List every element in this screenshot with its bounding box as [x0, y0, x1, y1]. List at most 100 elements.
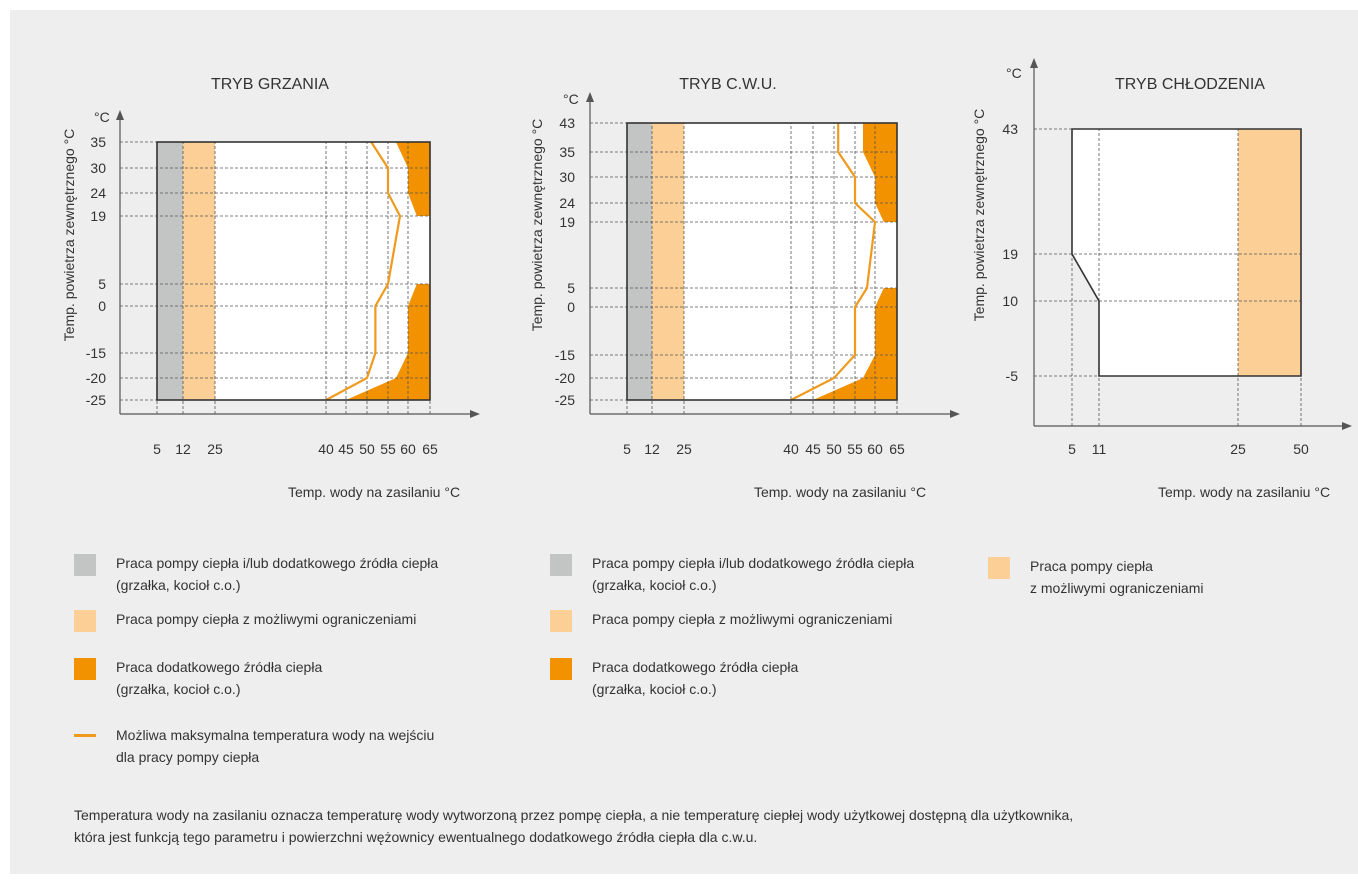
x-tick-label-60: 60 — [400, 441, 416, 457]
x-tick-label-50: 50 — [1293, 441, 1309, 457]
y-tick-label--20: -20 — [86, 370, 106, 386]
footnote-line-1: Temperatura wody na zasilaniu oznacza te… — [74, 807, 1074, 823]
envelope-outline — [1071, 128, 1302, 377]
footnote: Temperatura wody na zasilaniu oznacza te… — [74, 804, 1324, 848]
region-light_orange-0 — [1238, 129, 1301, 376]
x-tick-label-12: 12 — [644, 441, 660, 457]
legend-text: Praca pompy ciepła z możliwymi ogranicze… — [116, 608, 416, 630]
region-orange-3 — [813, 288, 897, 400]
x-tick-label-12: 12 — [175, 441, 191, 457]
x-tick-label-45: 45 — [805, 441, 821, 457]
legend-text-line: Praca pompy ciepła z możliwymi ogranicze… — [116, 611, 417, 627]
legend-color-swatch — [74, 658, 96, 680]
legend-text: Praca pompy ciepła i/lub dodatkowego źró… — [592, 552, 914, 596]
x-tick-label-55: 55 — [380, 441, 396, 457]
x-tick-label-5: 5 — [153, 441, 161, 457]
y-tick-label-0: 0 — [98, 298, 106, 314]
y-tick-label-10: 10 — [1002, 293, 1018, 309]
y-tick-label-5: 5 — [98, 276, 106, 292]
legend-item-light_orange: Praca pompy ciepła z możliwymi ogranicze… — [74, 608, 494, 634]
y-axis-label: Temp. powietrza zewnętrznego °C — [529, 119, 545, 332]
legend-item-orange: Praca dodatkowego źródła ciepła (grzałka,… — [74, 656, 494, 704]
x-axis-label: Temp. wody na zasilaniu °C — [754, 484, 926, 500]
x-tick-label-55: 55 — [847, 441, 863, 457]
y-unit-label: °C — [94, 109, 110, 125]
legend-item-grey: Praca pompy ciepła i/lub dodatkowego źró… — [74, 552, 494, 600]
y-tick-label--20: -20 — [555, 370, 575, 386]
legend-text: Praca dodatkowego źródła ciepła (grzałka,… — [592, 656, 798, 700]
y-axis-arrow — [586, 92, 594, 102]
legend-text-line: Praca pompy ciepła z możliwymi ogranicze… — [592, 611, 893, 627]
legend-text-line: Praca pompy ciepła i/lub dodatkowego źró… — [116, 555, 439, 571]
y-unit-label: °C — [563, 91, 579, 107]
region-light_orange-1 — [183, 142, 215, 400]
x-axis-arrow — [950, 410, 960, 418]
legend-color-swatch — [74, 554, 96, 576]
legend-text: Możliwa maksymalna temperatura wody na w… — [116, 724, 434, 768]
legend-text: Praca dodatkowego źródła ciepła (grzałka,… — [116, 656, 322, 700]
legend-color-swatch — [74, 610, 96, 632]
chart-panel: 5 12 25 40 45 50 55 60 65 -25 -20 -15 0 5 19 24 30 35 TRYB… — [10, 10, 1358, 874]
legend-item-line: Możliwa maksymalna temperatura wody na w… — [74, 724, 494, 772]
x-axis-arrow — [470, 410, 480, 418]
y-tick-label-43: 43 — [559, 115, 575, 131]
legend-cooling: Praca pompy ciepła z możliwymi ograniczen… — [988, 555, 1288, 615]
legend-text-line: (grzałka, kocioł c.o.) — [116, 577, 241, 593]
y-axis-label: Temp. powietrza zewnętrznego °C — [971, 109, 987, 322]
y-tick-label-5: 5 — [567, 280, 575, 296]
y-tick-label--25: -25 — [86, 392, 106, 408]
legend-color-swatch — [550, 610, 572, 632]
y-tick-label-30: 30 — [90, 160, 106, 176]
x-tick-label-50: 50 — [826, 441, 842, 457]
legend-text-line: (grzałka, kocioł c.o.) — [592, 681, 717, 697]
y-tick-label-0: 0 — [567, 299, 575, 315]
y-tick-label-35: 35 — [90, 134, 106, 150]
max-temp-line — [790, 123, 877, 401]
legend-text-line: dla pracy pompy ciepła — [116, 749, 260, 765]
legend-color-swatch — [988, 557, 1010, 579]
legend-color-swatch — [550, 554, 572, 576]
region-orange-3 — [346, 284, 430, 400]
region-orange-2 — [863, 123, 897, 222]
x-axis-label: Temp. wody na zasilaniu °C — [1158, 484, 1330, 500]
y-unit-label: °C — [1006, 65, 1022, 81]
legend-text-line: Praca dodatkowego źródła ciepła — [592, 659, 799, 675]
x-tick-label-5: 5 — [1068, 441, 1076, 457]
x-tick-label-60: 60 — [867, 441, 883, 457]
legend-text: Praca pompy ciepła z możliwymi ograniczen… — [1030, 555, 1204, 599]
y-tick-label-30: 30 — [559, 169, 575, 185]
legend-heating: Praca pompy ciepła i/lub dodatkowego źró… — [74, 552, 494, 792]
legend-text: Praca pompy ciepła z możliwymi ogranicze… — [592, 608, 892, 630]
x-tick-label-25: 25 — [207, 441, 223, 457]
y-tick-label-24: 24 — [559, 195, 575, 211]
y-tick-label-19: 19 — [559, 214, 575, 230]
legend-text: Praca pompy ciepła i/lub dodatkowego źró… — [116, 552, 438, 596]
legend-item-orange: Praca dodatkowego źródła ciepła (grzałka,… — [550, 656, 970, 704]
y-axis-arrow — [116, 110, 124, 120]
legend-item-light_orange: Praca pompy ciepła z możliwymi ograniczen… — [988, 555, 1288, 603]
x-tick-label-65: 65 — [422, 441, 438, 457]
x-tick-label-65: 65 — [889, 441, 905, 457]
legend-color-swatch — [550, 658, 572, 680]
region-grey-0 — [157, 142, 183, 400]
legend-line-swatch — [74, 734, 96, 737]
y-tick-label-35: 35 — [559, 144, 575, 160]
y-tick-label-19: 19 — [1002, 246, 1018, 262]
chart-heating-mode: 5 12 25 40 45 50 55 60 65 -25 -20 -15 0 5 19 24 30 35 TRYB… — [61, 76, 480, 500]
legend-text-line: z możliwymi ograniczeniami — [1030, 580, 1204, 596]
chart-title: TRYB GRZANIA — [211, 76, 329, 93]
x-tick-label-40: 40 — [318, 441, 334, 457]
x-tick-label-45: 45 — [338, 441, 354, 457]
region-light_orange-1 — [652, 123, 684, 400]
y-tick-label-24: 24 — [90, 185, 106, 201]
x-tick-label-5: 5 — [623, 441, 631, 457]
legend-text-line: Praca pompy ciepła i/lub dodatkowego źró… — [592, 555, 915, 571]
legend-text-line: Praca pompy ciepła — [1030, 558, 1153, 574]
legend-item-light_orange: Praca pompy ciepła z możliwymi ogranicze… — [550, 608, 970, 634]
legend-text-line: (grzałka, kocioł c.o.) — [592, 577, 717, 593]
y-tick-label--25: -25 — [555, 392, 575, 408]
max-temp-line — [325, 141, 402, 401]
y-tick-label-19: 19 — [90, 208, 106, 224]
x-tick-label-11: 11 — [1092, 441, 1107, 457]
y-tick-label--15: -15 — [555, 347, 575, 363]
